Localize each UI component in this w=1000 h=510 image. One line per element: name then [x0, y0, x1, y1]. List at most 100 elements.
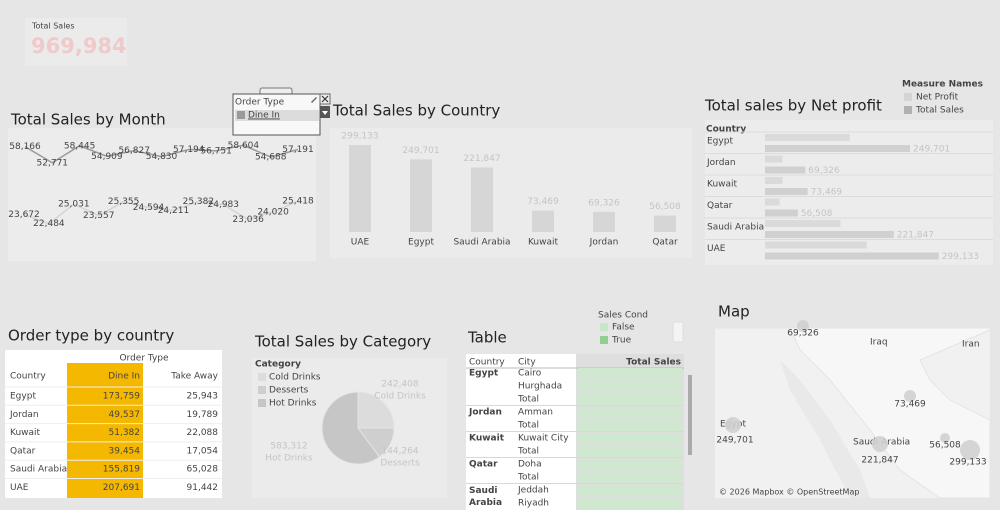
map-attribution: © 2026 Mapbox © OpenStreetMap — [719, 488, 859, 497]
scrollbar[interactable] — [688, 375, 692, 455]
bar — [654, 215, 676, 232]
table-title: Order type by country — [8, 327, 174, 345]
total-sales-bar — [765, 209, 798, 217]
table-cell: 17,054 — [187, 446, 219, 456]
legend-item: Net Profit — [916, 93, 959, 103]
country-panel — [330, 128, 692, 258]
table-cell: 91,442 — [187, 483, 219, 493]
legend-scroll — [672, 321, 684, 343]
legend-title: Category — [255, 360, 301, 370]
total-sales-bar — [765, 252, 939, 260]
bar-value-label: 299,133 — [942, 252, 979, 262]
filter-title: Order Type — [235, 98, 285, 108]
map-bubble — [904, 390, 916, 402]
month-value-label: 54,830 — [146, 152, 178, 162]
x-category-label: Kuwait — [528, 238, 559, 248]
x-category-label: Jordan — [589, 238, 619, 248]
legend-swatch — [258, 399, 266, 407]
month-value-label: 25,382 — [183, 197, 215, 207]
table-cell: Kuwait — [469, 434, 505, 444]
chart-title: Total Sales by Country — [332, 102, 500, 120]
bar — [532, 210, 554, 232]
sales-cell — [578, 446, 682, 457]
table-cell: Kuwait — [10, 428, 41, 438]
bar-value-label: 299,133 — [341, 132, 378, 142]
net-profit-bar — [765, 177, 783, 184]
sales-cell — [578, 433, 682, 444]
kpi-label: Total Sales — [31, 22, 75, 31]
map-value-label: 69,326 — [787, 329, 819, 339]
legend-item: False — [612, 323, 635, 333]
month-line — [24, 144, 299, 164]
row-label: Saudi Arabia — [707, 223, 764, 233]
bar-value-label: 69,326 — [808, 166, 840, 176]
month-value-label: 25,355 — [108, 197, 140, 207]
bar-value-label: 221,847 — [463, 154, 500, 164]
month-value-label: 58,166 — [9, 142, 41, 152]
map-land — [715, 327, 991, 499]
month-value-label: 56,827 — [118, 146, 150, 156]
sales-cell — [578, 498, 682, 509]
pie-slice — [321, 391, 381, 465]
table-cell: Total — [517, 447, 539, 457]
pie-category-label: Hot Drinks — [265, 454, 313, 464]
map-value-label: 299,133 — [949, 458, 986, 468]
month-value-label: 24,020 — [257, 207, 289, 217]
month-value-label: 57,191 — [282, 145, 314, 155]
table-cell: Cairo — [518, 369, 542, 379]
net-profit-bar — [765, 155, 783, 163]
table-cell: Jeddah — [517, 486, 549, 496]
table-cell: 173,759 — [103, 392, 140, 402]
month-value-label: 24,211 — [158, 206, 190, 216]
row-label: Kuwait — [707, 180, 738, 190]
table-cell: Total — [517, 421, 539, 431]
month-value-label: 54,688 — [255, 153, 287, 163]
pie-category-label: Cold Drinks — [374, 392, 426, 402]
legend-swatch — [600, 336, 608, 344]
table-cell: 25,943 — [187, 392, 219, 402]
x-category-label: Saudi Arabia — [453, 238, 510, 248]
bar — [349, 145, 371, 232]
net-profit-bar — [765, 241, 867, 249]
sales-cell — [578, 485, 682, 496]
sales-cell — [578, 459, 682, 470]
row-label: Qatar — [707, 201, 733, 211]
table-cell: Kuwait City — [518, 434, 569, 444]
month-value-label: 23,036 — [232, 215, 264, 225]
sales-cell — [578, 394, 682, 405]
table-cell: Total — [517, 473, 539, 483]
table-cell: Total — [517, 395, 539, 405]
edit-icon — [311, 97, 317, 103]
table-cell: Saudi Arabia — [10, 465, 67, 475]
filter-option: Dine In — [248, 111, 280, 121]
table-cell: Egypt — [469, 369, 499, 379]
month-value-label: 52,771 — [37, 158, 69, 168]
month-value-label: 24,594 — [133, 203, 165, 213]
map-value-label: 249,701 — [716, 436, 753, 446]
x-category-label: UAE — [351, 238, 370, 248]
bar — [593, 211, 615, 232]
pie-category-label: Desserts — [380, 459, 420, 469]
column-header: Take Away — [170, 372, 218, 382]
kpi-card — [25, 18, 127, 66]
month-line — [23, 200, 299, 225]
filter-option-bg[interactable] — [235, 110, 319, 121]
table-cell: 19,789 — [187, 410, 219, 420]
pie-value-label: 242,408 — [381, 380, 418, 390]
pie-value-label: 144,264 — [381, 447, 418, 457]
menu-icon — [322, 111, 328, 115]
chart-title: Total Sales by Category — [254, 333, 431, 351]
table-cell: Hurghada — [518, 382, 562, 392]
row-label: Jordan — [706, 158, 736, 168]
month-value-label: 56,751 — [200, 146, 232, 156]
filter-checkbox[interactable] — [237, 111, 245, 119]
sales-cell — [578, 368, 682, 379]
column-header: Country — [469, 358, 505, 368]
bar-value-label: 221,847 — [897, 231, 934, 241]
month-value-label: 25,418 — [282, 197, 314, 207]
bar — [471, 167, 493, 232]
month-value-label: 58,445 — [64, 141, 96, 151]
bar-value-label: 73,469 — [527, 197, 559, 207]
map-place: Iran — [962, 340, 980, 350]
bar-value-label: 56,508 — [649, 202, 681, 212]
